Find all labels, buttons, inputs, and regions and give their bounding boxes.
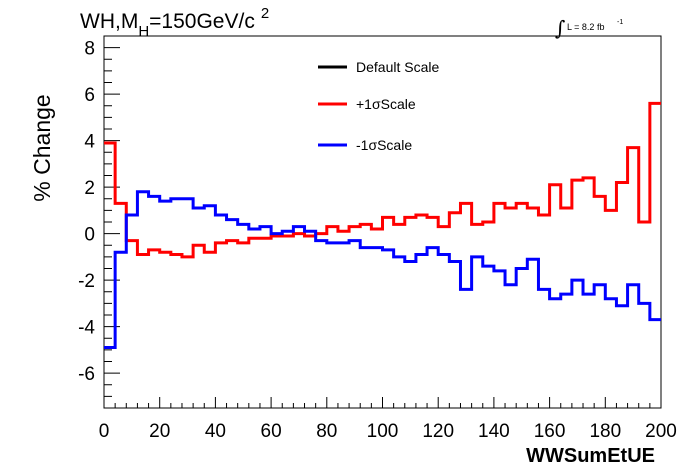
integral-symbol: ∫ — [555, 16, 565, 40]
x-tick-label: 180 — [589, 421, 621, 442]
y-tick-label: -2 — [78, 271, 95, 292]
legend: Default Scale +1σScale -1σScale — [318, 59, 439, 153]
x-tick-label: 80 — [316, 421, 337, 442]
y-tick-label: 0 — [84, 225, 95, 246]
x-tick-label: 160 — [534, 421, 566, 442]
series-line-plus-1sigma — [104, 101, 661, 259]
y-axis-label: % Change — [29, 94, 55, 201]
legend-label: +1σScale — [356, 96, 416, 112]
legend-entry-default: Default Scale — [318, 59, 439, 75]
y-tick-label: 4 — [84, 132, 95, 153]
x-axis-label: WWSumEtUE — [526, 445, 655, 467]
y-tick-label: 8 — [84, 39, 95, 60]
series-layer — [104, 101, 661, 350]
lumi-label: ∫ L = 8.2 fb -1 — [555, 16, 623, 40]
lumi-text: L = 8.2 fb — [567, 22, 604, 32]
x-tick-label: 140 — [478, 421, 510, 442]
legend-entry-minus-1sigma: -1σScale — [318, 137, 412, 153]
x-tick-label: 120 — [422, 421, 454, 442]
y-tick-label: 2 — [84, 178, 95, 199]
y-tick-label: -6 — [78, 364, 95, 385]
x-tick-label: 200 — [645, 421, 677, 442]
chart-title: WH,MH=150GeV/c 2 — [80, 5, 269, 40]
legend-label: -1σScale — [356, 137, 412, 153]
lumi-superscript: -1 — [617, 19, 623, 26]
x-tick-label: 40 — [205, 421, 226, 442]
series-line-minus-1sigma — [104, 190, 661, 350]
x-tick-label: 100 — [367, 421, 399, 442]
y-tick-label: 6 — [84, 85, 95, 106]
x-tick-label: 20 — [149, 421, 170, 442]
legend-label: Default Scale — [356, 59, 439, 75]
x-tick-label: 0 — [99, 421, 110, 442]
legend-entry-plus-1sigma: +1σScale — [318, 96, 416, 112]
y-tick-label: -4 — [78, 318, 95, 339]
x-tick-label: 60 — [261, 421, 282, 442]
tick-labels: 0 20 40 60 80 100 120 140 160 180 200 -6 -4 -2 0 2 4 6 8 — [78, 39, 677, 442]
axis-ticks — [103, 47, 662, 408]
